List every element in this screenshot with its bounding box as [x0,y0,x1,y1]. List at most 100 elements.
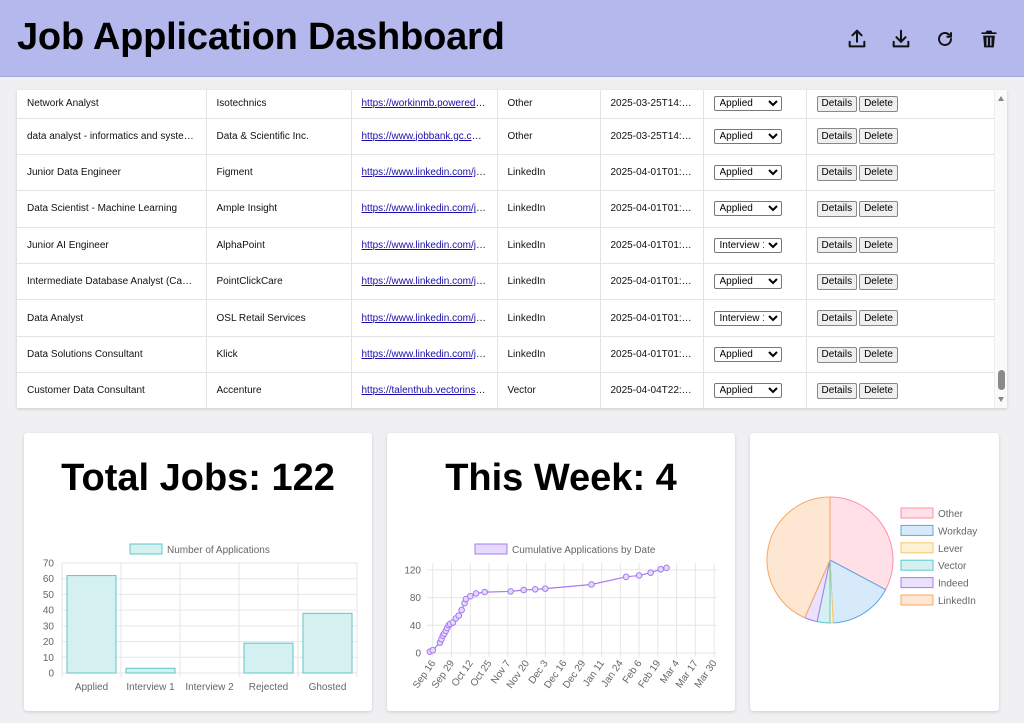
line-point [481,588,489,596]
job-link[interactable]: https://www.linkedin.com/jo... [361,312,490,324]
pie-slice [766,496,831,619]
bar-x-tick: Applied [75,682,108,693]
trash-icon[interactable] [976,26,1002,52]
line-point [663,564,670,572]
details-button[interactable]: Details [816,273,858,290]
cumulative-line [429,567,667,653]
bar-x-tick: Interview 1 [126,682,175,693]
line-point [507,588,514,595]
details-button[interactable]: Details [816,164,858,181]
bar-mark [302,612,353,674]
bar-y-tick: 20 [43,637,55,648]
line-point [455,612,463,619]
line-y-tick: 0 [415,649,421,660]
details-button[interactable]: Details [816,200,858,217]
job-link[interactable]: https://workinmb.poweredb... [361,98,490,110]
pie-legend-swatch [900,524,934,536]
source-cell: LinkedIn [497,299,601,337]
actions-cell: Details Delete [806,263,995,301]
job-link[interactable]: https://www.linkedin.com/jo... [361,276,490,288]
delete-button[interactable]: Delete [859,237,898,254]
company-cell: Isotechnics [206,90,352,119]
bar-y-tick: 30 [43,621,55,632]
job-link[interactable]: https://www.linkedin.com/jo... [361,239,490,251]
line-point [635,572,643,579]
source-pie-card: Other Workday Lever Vector Indeed LinkedIn [750,433,999,711]
details-button[interactable]: Details [816,346,858,363]
table-row: data analyst - informatics and systems Da… [17,118,995,155]
scroll-up-icon[interactable] [998,96,1004,101]
bar-y-tick: 60 [43,574,55,585]
line-point [458,606,465,614]
delete-button[interactable]: Delete [859,273,898,290]
job-title-cell: Intermediate Database Analyst (Cana... [17,263,207,301]
table-row: Junior AI Engineer AlphaPoint https://www.… [17,227,995,265]
job-link[interactable]: https://www.linkedin.com/jo... [361,349,490,361]
delete-button[interactable]: Delete [859,200,898,217]
details-button[interactable]: Details [816,310,858,327]
source-pie-chart: Other Workday Lever Vector Indeed LinkedIn [766,496,977,624]
table-row: Customer Data Consultant Accenture https:/… [17,372,995,408]
delete-button[interactable]: Delete [859,95,898,112]
table-row: Intermediate Database Analyst (Cana... Po… [17,263,995,301]
link-cell: https://www.linkedin.com/jo... [351,299,498,337]
link-cell: https://talenthub.vectorinstit... [351,372,498,408]
line-point [647,569,654,576]
bar-y-tick: 0 [48,669,54,680]
job-link[interactable]: https://talenthub.vectorinstit... [361,385,492,397]
bar-y-tick: 50 [43,590,55,601]
details-button[interactable]: Details [816,382,858,399]
scroll-thumb[interactable] [998,370,1005,390]
actions-cell: Details Delete [806,190,995,228]
date-cell: 2025-04-01T01:3... [600,154,704,192]
line-point [429,646,437,654]
table-row: Data Solutions Consultant Klick https://ww… [17,336,995,374]
scroll-down-icon[interactable] [998,397,1004,402]
details-button[interactable]: Details [816,237,858,254]
line-point [466,592,474,600]
source-cell: Vector [497,372,601,408]
details-button[interactable]: Details [816,95,858,112]
table-row: Junior Data Engineer Figment https://www.l… [17,154,995,192]
job-title-cell: Network Analyst [17,90,207,119]
link-cell: https://www.jobbank.gc.ca/j... [351,118,498,155]
download-icon[interactable] [888,26,914,52]
job-title-cell: Data Analyst [17,299,207,337]
job-link[interactable]: https://www.jobbank.gc.ca/j... [361,130,491,142]
job-link[interactable]: https://www.linkedin.com/jo... [361,167,490,179]
date-cell: 2025-04-01T01:3... [600,299,704,337]
table-scrollbar[interactable] [994,90,1007,408]
applications-table: Network Analyst Isotechnics https://workin… [17,90,1007,408]
date-cell: 2025-04-04T22:3... [600,372,704,408]
delete-button[interactable]: Delete [859,128,898,145]
upload-icon[interactable] [844,26,870,52]
refresh-icon[interactable] [932,26,958,52]
status-bar-chart: Number of Applications 0 10 20 30 40 50 60 70 App… [43,543,358,693]
source-cell: Other [497,118,601,155]
table-row: Data Scientist - Machine Learning Ample I… [17,190,995,228]
details-button[interactable]: Details [816,128,858,145]
delete-button[interactable]: Delete [859,164,898,181]
pie-legend-swatch [900,507,934,519]
pie-legend-label: Vector [938,561,967,572]
job-link[interactable]: https://www.linkedin.com/jo... [361,203,490,215]
company-cell: Klick [206,336,352,374]
job-title-cell: Customer Data Consultant [17,372,207,408]
delete-button[interactable]: Delete [859,346,898,363]
line-y-tick: 80 [410,593,422,604]
delete-button[interactable]: Delete [859,382,898,399]
delete-button[interactable]: Delete [859,310,898,327]
